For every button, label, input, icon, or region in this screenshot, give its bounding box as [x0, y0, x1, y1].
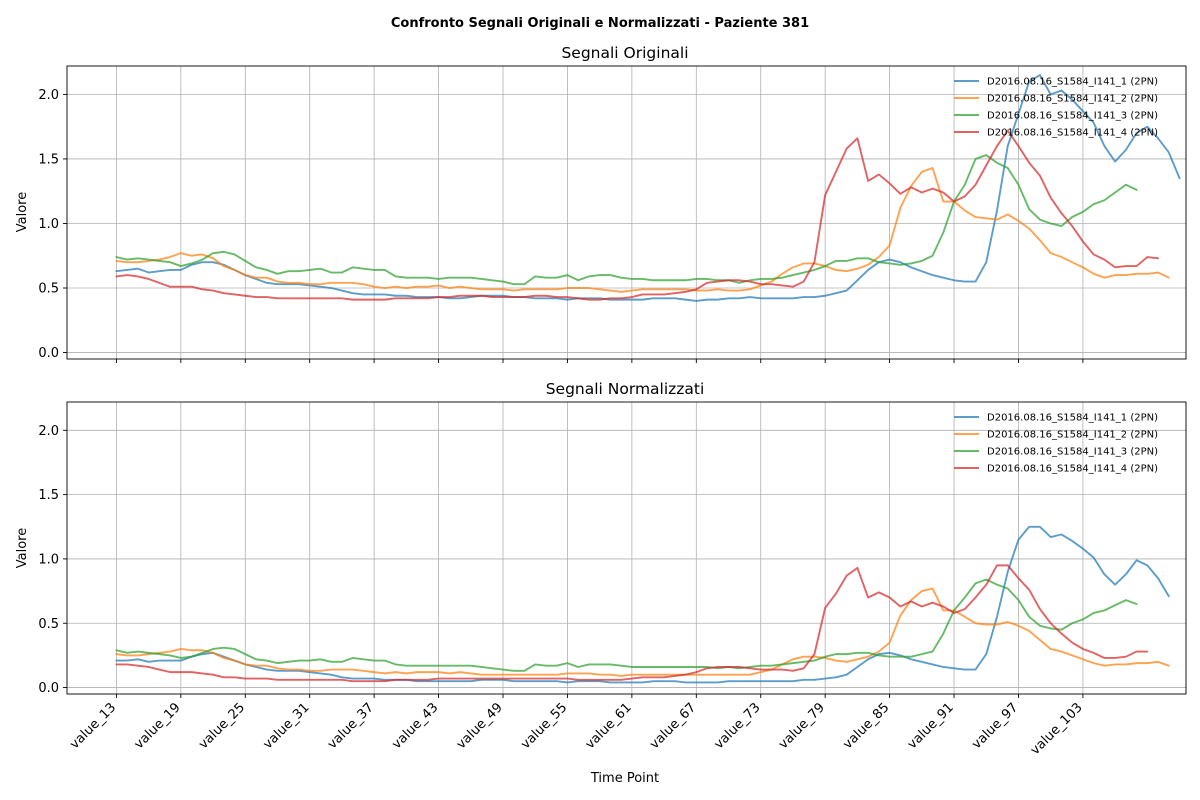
y-tick-label: 0.5: [38, 282, 59, 297]
y-tick-label: 1.5: [38, 152, 59, 167]
x-tick-label: value_43: [389, 700, 441, 752]
y-tick-label: 0.0: [38, 346, 59, 361]
legend-entry: D2016.08.16_S1584_I141_4 (2PN): [987, 464, 1158, 475]
chart-originals: Segnali Originali Valore 0.0 0.5 1.0 1.5 2.0…: [15, 44, 1187, 363]
series-line-4: [115, 564, 1149, 683]
legend-entry: D2016.08.16_S1584_I141_4 (2PN): [987, 128, 1158, 139]
y-tick-label: 2.0: [38, 424, 59, 439]
x-tick-label: value_91: [905, 700, 957, 752]
series-line-2: [115, 167, 1170, 293]
x-tick-label: value_25: [196, 700, 248, 752]
y-tick-label: 1.5: [38, 488, 59, 503]
x-tick-label: value_31: [261, 700, 313, 752]
legend-entry: D2016.08.16_S1584_I141_2 (2PN): [987, 94, 1158, 105]
x-tick-label: value_13: [67, 700, 119, 752]
x-tick-label: value_67: [647, 700, 699, 752]
series-line-3: [115, 578, 1138, 672]
x-tick-label: value_61: [583, 700, 635, 752]
legend-entry: D2016.08.16_S1584_I141_3 (2PN): [987, 447, 1158, 458]
plot-frame: [66, 65, 1187, 360]
x-tick-label: value_55: [518, 700, 570, 752]
x-axis-label: Time Point: [590, 771, 659, 786]
y-tick-label: 1.0: [38, 552, 59, 567]
x-tick-label: value_37: [325, 700, 377, 752]
x-tick-label: value_19: [132, 700, 184, 752]
chart-title: Segnali Originali: [561, 44, 688, 62]
y-axis-label: Valore: [15, 192, 30, 232]
series-line-3: [115, 154, 1138, 286]
x-tick-label: value_79: [776, 700, 828, 752]
x-tick-label: value_85: [840, 700, 892, 752]
legend-entry: D2016.08.16_S1584_I141_3 (2PN): [987, 111, 1158, 122]
legend-entry: D2016.08.16_S1584_I141_1 (2PN): [987, 77, 1158, 88]
legend: D2016.08.16_S1584_I141_1 (2PN) D2016.08.1…: [954, 413, 1158, 475]
y-tick-label: 0.5: [38, 617, 59, 632]
series-line-4: [115, 129, 1160, 301]
x-tick-label: value_49: [454, 700, 506, 752]
x-tick-label: value_73: [712, 700, 764, 752]
series-line-1: [115, 74, 1181, 302]
x-tick-label: value_103: [1028, 700, 1086, 758]
legend: D2016.08.16_S1584_I141_1 (2PN) D2016.08.1…: [954, 77, 1158, 139]
legend-entry: D2016.08.16_S1584_I141_1 (2PN): [987, 413, 1158, 424]
chart-title: Segnali Normalizzati: [546, 380, 705, 398]
plot-frame: [66, 401, 1187, 695]
legend-entry: D2016.08.16_S1584_I141_2 (2PN): [987, 430, 1158, 441]
grid: [67, 66, 1186, 359]
y-tick-label: 0.0: [38, 681, 59, 696]
x-tick-label: value_97: [969, 700, 1021, 752]
grid: [67, 402, 1186, 694]
y-tick-label: 1.0: [38, 217, 59, 232]
y-tick-label: 2.0: [38, 88, 59, 103]
series-line-1: [115, 525, 1170, 684]
series-line-2: [115, 587, 1170, 677]
y-axis-label: Valore: [15, 528, 30, 568]
chart-normalized: Segnali Normalizzati Valore Time Point 0…: [15, 380, 1187, 786]
figure-suptitle: Confronto Segnali Originali e Normalizza…: [391, 16, 809, 31]
